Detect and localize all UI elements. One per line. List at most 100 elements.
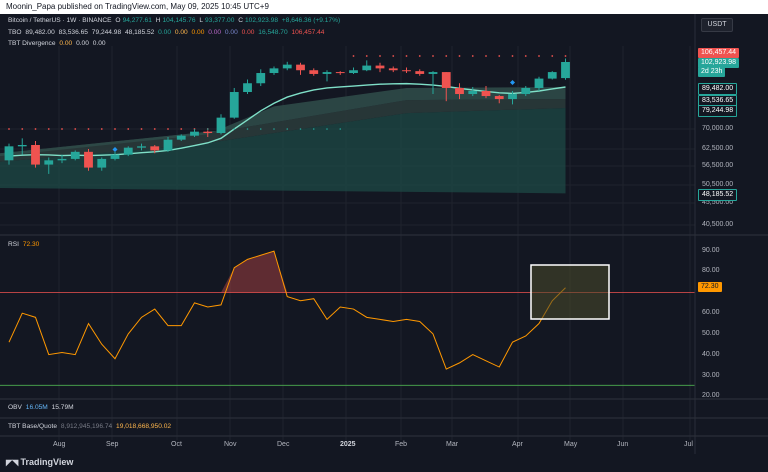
candle-body [4,146,14,161]
price-change: +8,646.36 (+9.17%) [281,17,341,24]
tbo-dot [74,128,77,130]
tbo-dot [61,128,63,130]
time-label: 2025 [340,441,356,448]
candle-body [322,72,332,74]
tbo-value: 0.00 [158,29,171,36]
tbo-dot [47,128,50,130]
tbo-dot [365,55,368,57]
highlight-box [530,264,610,320]
currency-button[interactable]: USDT [701,18,733,32]
candle-body [441,72,451,88]
candle-body [388,68,398,71]
tbt-divergence-value: 0.00 [76,40,89,47]
price-badge-high: 106,457.44 [698,48,740,58]
tbo-dot [312,128,315,130]
base-quote-value: 19,018,668,950.02 [116,423,172,430]
time-label: Oct [171,441,182,448]
tbo-badge: 48,185.52 [698,189,738,201]
candle-body [229,92,239,118]
price-tick: 40,500.00 [702,221,734,228]
divergence-marker [112,147,118,152]
candle-body [282,64,292,69]
tbo-dot [246,128,249,130]
candle-body [362,65,372,71]
time-label: Sep [106,441,119,448]
base-quote-legend[interactable]: TBT Base/Quote 8,912,945,196.74 19,018,6… [8,423,173,430]
tv-logo-icon: ◤◥ [6,458,21,467]
obv-value: 16.05M [25,404,48,411]
time-label: Aug [53,441,66,448]
candle-body [163,139,173,151]
tbo-dot [418,55,421,57]
tbo-dot [21,128,24,130]
candle-body [123,147,133,155]
tbo-dot [127,128,130,130]
rsi-legend[interactable]: RSI 72.30 [8,241,41,248]
ohlc-open-key: O [115,17,121,24]
tbo-dot [206,128,209,130]
publish-header: Moonin_Papa published on TradingView.com… [0,0,768,14]
candle-body [402,70,411,72]
tbo-value: 48,185.52 [124,29,155,36]
tbo-value: 83,536.65 [58,29,88,36]
tbt-divergence-value: 0.00 [92,40,106,47]
rsi-tick: 60.00 [702,309,720,316]
tbo-value: 0.00 [191,29,205,36]
rsi-tick: 20.00 [702,392,720,399]
tbo-value: 79,244.98 [91,29,122,36]
rsi-overbought-fill [221,251,301,293]
tbo-dot [8,128,10,130]
rsi-tick: 80.00 [702,267,720,274]
tbo-dot [339,128,342,130]
tbo-dot [352,55,355,57]
tbo-dot [286,128,289,130]
base-quote-label: TBT Base/Quote [8,423,57,430]
candle-body [57,158,67,161]
footer-bar: ◤◥ TradingView [0,454,768,472]
tbo-value: 0.00 [208,29,222,36]
tbo-dot [471,55,474,57]
tbo-value: 89,482.00 [25,29,55,36]
candle-body [269,68,279,74]
tradingview-logo[interactable]: ◤◥ TradingView [6,457,73,467]
tbo-dot [485,55,487,57]
candle-body [547,72,557,79]
candle-body [150,146,160,151]
tbo-dot [498,55,501,57]
time-label: May [564,441,578,448]
tbo-dot [87,128,90,130]
tbo-dot [551,55,554,57]
chart-area[interactable] [0,14,768,454]
tbt-divergence-legend[interactable]: TBT Divergence 0.00 0.00 0.00 [8,40,108,47]
candle-body [521,87,531,95]
base-quote-value: 8,912,945,196.74 [60,423,113,430]
obv-legend[interactable]: OBV 16.05M 15.79M [8,404,76,411]
tbo-dot [233,128,236,130]
candle-body [110,154,120,159]
ohlc-low: 93,377.00 [205,17,235,24]
candle-body [176,135,186,140]
tbo-dot [326,128,328,130]
tbo-value: 0.00 [241,29,255,36]
symbol-legend: Bitcoin / TetherUS · 1W · BINANCE O 94,27… [8,17,342,24]
candle-body [44,160,54,165]
tbo-value: 16,548.70 [258,29,288,36]
brand-label: TradingView [20,457,74,467]
tbo-dot [299,128,302,130]
tbo-dot [114,128,116,130]
candlestick-series [4,58,570,174]
tbo-badge: 79,244.98 [698,105,738,117]
tbo-legend[interactable]: TBO 89,482.00 83,536.65 79,244.98 48,185… [8,29,326,36]
candle-body [375,65,385,69]
tbo-dot [273,128,275,130]
symbol-name[interactable]: Bitcoin / TetherUS · 1W · BINANCE [8,17,112,24]
tbo-dot [524,55,527,57]
candle-body [243,83,252,93]
time-label: Dec [277,441,290,448]
tbo-value: 0.00 [174,29,188,36]
candle-body [309,70,319,74]
candle-body [17,145,27,147]
tbo-dot [379,55,381,57]
bar-countdown-badge: 2d 23h [698,67,726,77]
